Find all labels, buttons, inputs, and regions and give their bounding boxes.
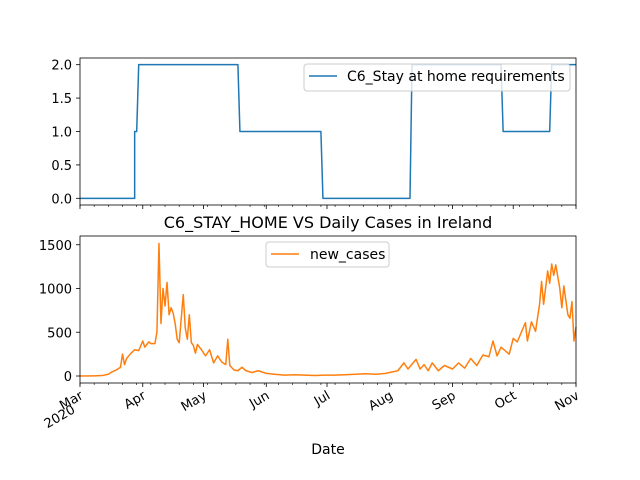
cases-plot-area bbox=[79, 242, 577, 377]
stay-home-y-tick-label: 0.0 bbox=[51, 192, 72, 207]
cases-axes-frame bbox=[79, 235, 577, 384]
x-axis-label: Date bbox=[311, 442, 344, 458]
stay-home-series-line bbox=[80, 63, 576, 200]
stay-home-legend-box bbox=[303, 63, 571, 92]
cases-y-tick-label: 500 bbox=[47, 326, 72, 341]
chart-title: C6_STAY_HOME VS Daily Cases in Ireland bbox=[164, 213, 492, 233]
x-tick-label: Jul bbox=[311, 388, 333, 409]
cases-series-line bbox=[79, 242, 577, 377]
cases-y-tick-label: 0 bbox=[64, 370, 72, 385]
cases-legend: new_cases bbox=[265, 241, 390, 268]
stay-home-legend-label: C6_Stay at home requirements bbox=[347, 69, 565, 85]
stay-home-y-tick-label: 0.5 bbox=[51, 159, 72, 174]
cases-legend-box bbox=[265, 241, 390, 268]
stay-home-x-axis bbox=[79, 205, 577, 209]
stay-home-y-axis: 0.0 0.5 1.0 1.5 2.0 bbox=[51, 59, 80, 207]
cases-y-tick-label: 1500 bbox=[39, 239, 72, 254]
stay-home-y-tick-label: 1.0 bbox=[51, 126, 72, 141]
stay-home-y-tick-label: 2.0 bbox=[51, 59, 72, 74]
cases-y-tick-label: 1000 bbox=[39, 283, 72, 298]
stay-home-panel: 0.0 0.5 1.0 1.5 2.0 C6_Stay at home requirem… bbox=[51, 57, 577, 209]
cases-legend-label: new_cases bbox=[310, 247, 385, 263]
stay-home-plot-area bbox=[80, 63, 576, 200]
stay-home-legend: C6_Stay at home requirements bbox=[303, 63, 571, 92]
stay-home-y-tick-label: 1.5 bbox=[51, 92, 72, 107]
cases-y-axis: 0 500 1000 1500 bbox=[39, 239, 80, 385]
